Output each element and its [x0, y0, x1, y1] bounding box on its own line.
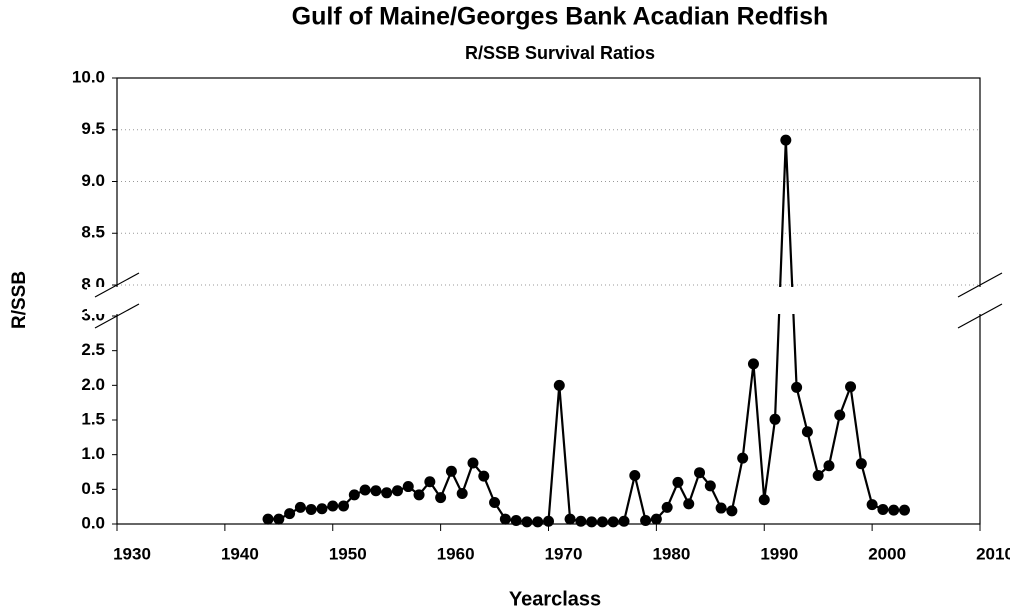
- chart-title: Gulf of Maine/Georges Bank Acadian Redfi…: [292, 3, 829, 31]
- y-axis-label: R/SSB: [9, 271, 30, 329]
- data-point: [284, 508, 296, 520]
- data-point: [812, 469, 824, 481]
- y-tick-label: 8.5: [81, 223, 105, 242]
- data-point: [801, 426, 813, 438]
- data-point: [640, 515, 652, 527]
- data-point: [305, 503, 317, 515]
- data-point: [489, 497, 501, 509]
- data-point: [521, 516, 533, 528]
- data-point: [898, 504, 910, 516]
- data-point: [607, 516, 619, 528]
- data-point: [370, 485, 382, 497]
- data-point: [586, 516, 598, 528]
- data-point: [543, 515, 554, 527]
- y-tick-label: 0.0: [81, 513, 105, 532]
- data-point: [456, 487, 468, 499]
- y-tick-label: 0.5: [81, 479, 105, 498]
- data-point: [467, 457, 479, 469]
- data-point: [726, 505, 738, 517]
- x-tick-label: 1980: [652, 544, 690, 563]
- data-point: [661, 501, 673, 513]
- series-line: [268, 140, 905, 524]
- data-point: [316, 503, 328, 515]
- data-point: [553, 379, 565, 391]
- y-tick-label: 9.0: [81, 171, 105, 190]
- data-point: [866, 499, 878, 511]
- data-point: [391, 485, 403, 497]
- data-point: [780, 134, 792, 146]
- y-tick-label: 10.0: [72, 67, 105, 86]
- data-point: [672, 476, 684, 488]
- data-point: [564, 513, 576, 525]
- data-point: [532, 516, 544, 528]
- x-tick-label: 2010: [976, 544, 1010, 563]
- break-mark: [94, 303, 140, 329]
- data-point: [618, 515, 630, 527]
- data-point: [704, 480, 716, 492]
- x-tick-label: 1990: [760, 544, 798, 563]
- y-tick-label: 1.5: [81, 409, 105, 428]
- data-point: [327, 500, 339, 512]
- data-point: [445, 465, 457, 477]
- data-point: [402, 481, 414, 493]
- x-tick-label: 2000: [868, 544, 906, 563]
- data-point: [262, 513, 274, 525]
- data-point: [359, 484, 371, 496]
- data-point: [758, 494, 770, 506]
- data-point: [791, 381, 803, 393]
- data-point: [273, 513, 285, 525]
- data-point: [338, 500, 350, 512]
- x-tick-label: 1950: [329, 544, 367, 563]
- break-mark: [94, 272, 140, 298]
- data-point: [888, 504, 900, 516]
- data-point: [596, 516, 608, 528]
- x-tick-label: 1960: [437, 544, 475, 563]
- data-point: [435, 492, 447, 504]
- data-point: [683, 498, 695, 510]
- data-point: [294, 501, 306, 513]
- y-tick-label: 1.0: [81, 444, 105, 463]
- x-tick-label: 1940: [221, 544, 259, 563]
- break-mark: [957, 303, 1003, 329]
- x-tick-label: 1970: [545, 544, 583, 563]
- data-point: [834, 409, 846, 421]
- data-point: [478, 470, 490, 482]
- data-point: [413, 489, 425, 501]
- y-tick-label: 9.5: [81, 119, 105, 138]
- axis-break-gap: [87, 287, 1010, 314]
- data-point: [769, 413, 781, 425]
- data-point: [823, 460, 835, 472]
- data-point: [737, 452, 749, 464]
- data-point: [650, 513, 662, 525]
- x-axis-label: Yearclass: [509, 588, 601, 610]
- data-point: [747, 358, 759, 370]
- data-point: [575, 515, 587, 527]
- y-tick-label: 2.5: [81, 340, 105, 359]
- chart-subtitle: R/SSB Survival Ratios: [465, 43, 655, 63]
- data-point: [510, 515, 522, 527]
- data-point: [694, 467, 706, 479]
- data-point: [348, 489, 360, 501]
- data-point: [424, 476, 436, 488]
- data-point: [629, 469, 641, 481]
- y-tick-label: 2.0: [81, 375, 105, 394]
- x-tick-label: 1930: [113, 544, 151, 563]
- data-point: [855, 458, 867, 470]
- data-point: [381, 487, 393, 499]
- data-point: [715, 502, 727, 514]
- data-point: [845, 381, 857, 393]
- data-point: [499, 513, 511, 525]
- data-point: [877, 503, 889, 515]
- break-mark: [957, 272, 1003, 298]
